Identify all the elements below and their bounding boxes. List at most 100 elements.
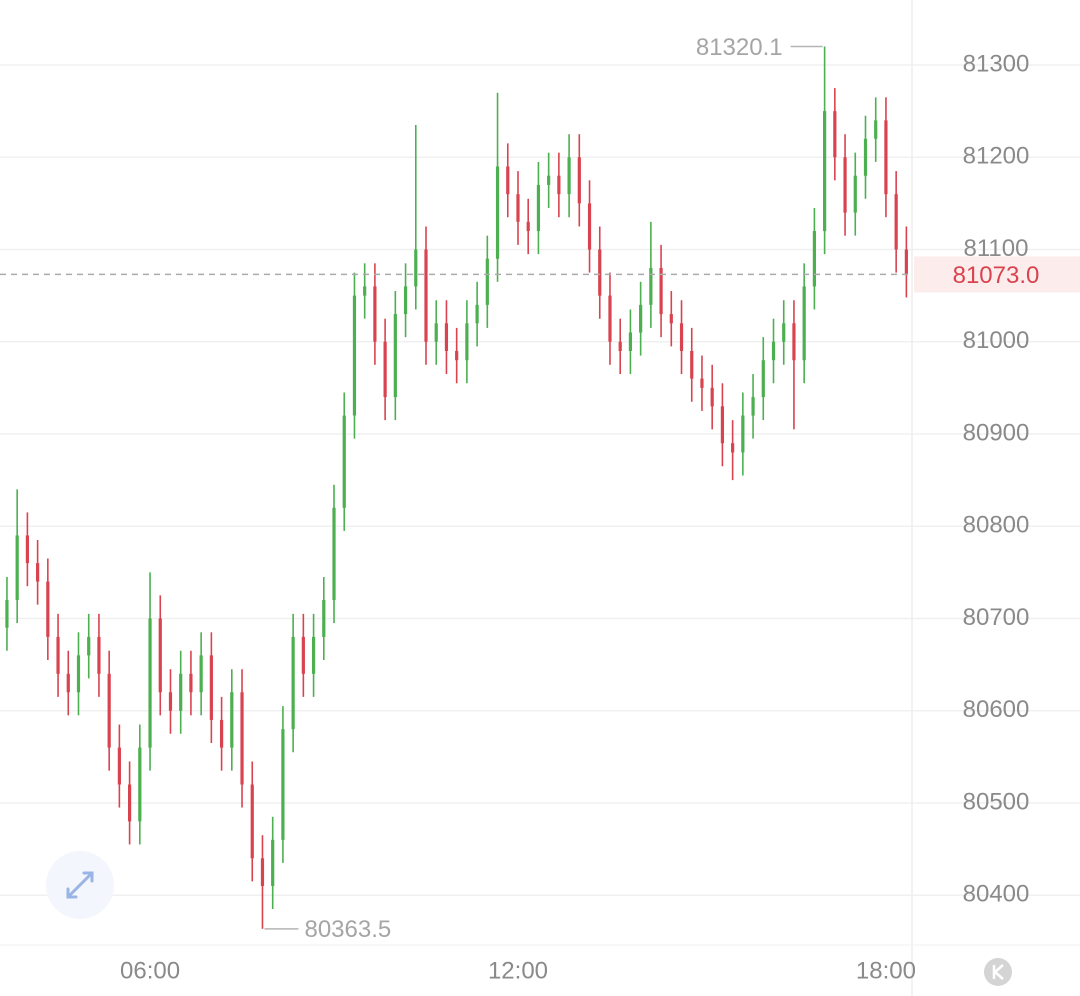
candle-body [36,563,40,582]
candle-body [587,203,592,250]
candle-body [444,323,449,351]
candle-body [311,636,316,674]
y-tick-label: 81000 [963,327,1030,354]
candle-body [843,157,847,213]
candle-body [833,111,837,158]
candle-body [322,600,326,637]
y-tick-label: 80900 [963,419,1030,446]
candle-body [230,692,234,748]
candle-body [485,258,489,305]
candle-body [5,600,9,628]
y-tick-label: 80400 [963,881,1030,908]
candle-body [782,323,786,342]
y-tick-label: 81200 [963,143,1030,170]
high-label: 81320.1 [696,34,783,61]
candle-body [281,729,285,840]
candle-body [117,747,121,785]
candle-body [874,120,878,139]
candle-body [240,692,244,785]
candle-body [577,157,581,204]
y-tick-label: 80800 [963,512,1030,539]
candle-body [802,286,806,361]
k-icon [992,964,1004,980]
x-tick-label: 06:00 [120,957,180,984]
candle-body [168,692,173,711]
candle-body [138,747,142,822]
candle-body [403,286,408,315]
candle-body [127,784,132,822]
candle-body [567,157,571,195]
candle-body [373,286,377,342]
y-tick-label: 80700 [963,604,1030,631]
candle-body [495,166,500,259]
candle-body [690,350,694,379]
k-button[interactable] [984,958,1012,986]
candle-body [639,304,643,333]
candle-body [76,655,81,693]
candle-body [618,341,622,351]
candle-body [465,323,469,361]
candle-body [15,535,19,601]
candle-body [414,249,418,287]
candle-body [823,111,827,232]
expand-button[interactable] [46,851,114,919]
expand-icon [66,871,94,899]
y-tick-label: 81300 [963,50,1030,77]
candle-body [598,249,602,296]
candle-body [904,249,908,275]
candle-body [97,636,101,674]
candle-body [209,655,213,720]
candle-body [189,673,193,693]
candle-body [547,175,551,185]
candle-body [506,166,510,195]
candle-body [199,655,203,693]
candle-body [107,673,111,748]
y-tick-label: 80600 [963,696,1030,723]
candle-body [557,175,561,195]
candle-body [792,323,796,361]
candle-body [363,286,367,296]
candle-body [424,249,428,342]
candle-body [25,535,29,564]
candle-body [516,194,520,222]
candle-body [679,323,684,351]
candle-body [434,323,438,342]
y-tick-label: 80500 [963,788,1030,815]
candle-body [526,221,530,232]
candle-body [148,618,152,748]
candle-body [536,184,541,232]
x-tick-label: 12:00 [488,957,548,984]
candle-body [608,295,612,342]
candle-body [771,341,776,361]
candle-body [158,618,162,693]
candle-body [812,231,816,287]
candle-body [720,406,725,444]
candle-body [863,138,868,176]
candle-body [46,581,50,637]
candle-body [66,673,70,693]
candle-body [884,120,888,195]
candle-body [700,378,704,388]
low-label: 80363.5 [304,916,391,943]
candle-body [342,415,346,508]
candle-body [894,194,898,250]
candle-body [710,387,714,407]
candle-body [301,636,305,674]
candle-body [669,314,673,324]
last-price-label: 81073.0 [953,262,1040,289]
candle-body [393,314,397,398]
candle-body [291,636,295,730]
candle-body [179,673,183,711]
k-button-bg [984,958,1012,986]
candle-body [649,267,653,305]
candle-body [383,341,387,398]
candle-body [250,784,254,859]
candle-body [853,175,857,213]
candle-body [455,350,459,361]
candle-body [260,858,265,886]
candle-body [628,332,633,351]
candle-body [761,360,765,398]
candle-body [741,415,745,453]
last-price-box [914,256,1080,293]
